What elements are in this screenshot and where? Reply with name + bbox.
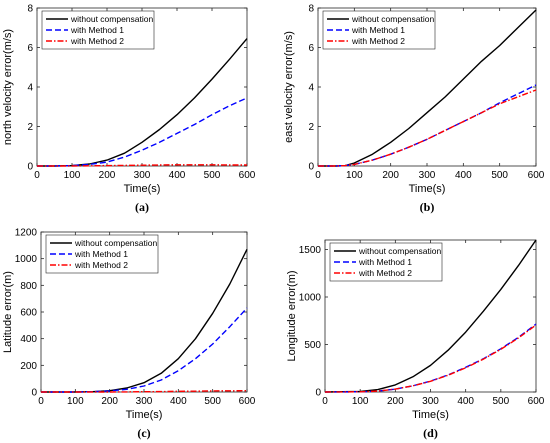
x-tick-label: 100	[64, 170, 81, 181]
y-tick-label: 8	[27, 4, 33, 15]
y-axis-label: east velocity error(m/s)	[283, 31, 295, 143]
y-tick-label: 800	[20, 281, 37, 292]
x-tick-label: 500	[204, 396, 221, 407]
panel-caption: (c)	[137, 426, 150, 440]
y-tick-label: 200	[20, 361, 37, 372]
x-tick-label: 200	[101, 396, 118, 407]
x-tick-label: 200	[387, 396, 404, 407]
panel-d: 0 100 200 300 400 500 600 0 500 1000 1500 Time(s) Lo…	[286, 239, 545, 440]
x-axis-label: Time(s)	[409, 183, 446, 195]
x-axis-label: Time(s)	[124, 183, 161, 195]
y-axis-label: Longitude error(m)	[286, 270, 298, 361]
y-tick-label: 2	[308, 122, 314, 133]
x-tick-label: 0	[315, 170, 321, 181]
x-tick-label: 400	[170, 396, 187, 407]
y-axis-label: north velocity error(m/s)	[2, 29, 14, 145]
panel-b: 0 100 200 300 400 500 600 0 2 4 6 8 Time(s) east velo…	[283, 4, 545, 215]
y-tick-label: 1000	[15, 254, 38, 265]
legend-label-2: with Method 1	[74, 249, 128, 259]
y-tick-label: 2	[27, 122, 33, 133]
panel-caption: (a)	[135, 200, 149, 214]
y-tick-label: 0	[27, 162, 33, 173]
y-tick-label: 500	[304, 340, 321, 351]
x-tick-label: 0	[322, 396, 328, 407]
x-tick-label: 300	[419, 170, 436, 181]
y-tick-label: 0	[308, 162, 314, 173]
series-line-3	[318, 89, 537, 167]
y-tick-label: 400	[20, 334, 37, 345]
x-tick-label: 200	[382, 170, 399, 181]
legend-label-2: with Method 1	[70, 25, 124, 35]
legend-label-2: with Method 1	[358, 257, 412, 267]
x-tick-label: 300	[134, 170, 151, 181]
x-tick-label: 400	[457, 396, 474, 407]
y-tick-label: 600	[20, 308, 37, 319]
x-tick-label: 300	[422, 396, 439, 407]
x-tick-label: 300	[136, 396, 153, 407]
panel-caption: (b)	[420, 200, 435, 214]
x-tick-label: 600	[528, 396, 545, 407]
x-tick-label: 500	[204, 170, 221, 181]
x-tick-label: 600	[528, 170, 545, 181]
series-line-2	[37, 97, 248, 167]
x-tick-label: 600	[239, 170, 256, 181]
y-tick-label: 4	[308, 83, 314, 94]
series-line-3	[41, 390, 248, 393]
panel-caption: (d)	[423, 426, 438, 440]
y-axis-label: Latitude error(m)	[2, 271, 14, 353]
x-tick-label: 400	[455, 170, 472, 181]
x-tick-label: 0	[38, 396, 44, 407]
y-tick-label: 8	[308, 4, 314, 15]
x-tick-label: 400	[169, 170, 186, 181]
legend-label-1: without compensation	[358, 246, 441, 256]
series-line-3	[324, 324, 537, 393]
legend-label-1: without compensation	[70, 14, 153, 24]
x-tick-label: 500	[491, 170, 508, 181]
panel-c: 0 100 200 300 400 500 600 0 200 400 600 800 1000 1200…	[2, 228, 256, 441]
y-tick-label: 0	[315, 388, 321, 399]
y-tick-label: 4	[27, 83, 33, 94]
x-axis-label: Time(s)	[126, 409, 163, 421]
legend-label-1: without compensation	[351, 14, 434, 24]
series-line-3	[37, 164, 247, 167]
legend-label-3: with Method 2	[74, 260, 128, 270]
y-tick-label: 1500	[299, 245, 322, 256]
legend-label-3: with Method 2	[351, 36, 405, 46]
x-tick-label: 100	[67, 396, 84, 407]
x-tick-label: 500	[492, 396, 509, 407]
legend-label-3: with Method 2	[70, 36, 124, 46]
x-axis-label: Time(s)	[412, 409, 449, 421]
panel-a: 0 100 200 300 400 500 600 0 2 4 6 8 Time(s) north vel…	[2, 4, 256, 215]
legend-label-2: with Method 1	[351, 25, 405, 35]
series-line-1	[324, 239, 537, 393]
y-tick-label: 1000	[299, 293, 322, 304]
x-tick-label: 200	[99, 170, 116, 181]
x-tick-label: 100	[346, 170, 363, 181]
x-tick-label: 100	[352, 396, 369, 407]
legend-label-1: without compensation	[74, 238, 157, 248]
x-tick-label: 0	[34, 170, 40, 181]
y-tick-label: 0	[31, 388, 37, 399]
y-tick-label: 1200	[15, 228, 38, 239]
x-tick-label: 600	[239, 396, 256, 407]
y-tick-label: 6	[308, 43, 314, 54]
y-tick-label: 6	[27, 43, 33, 54]
legend-label-3: with Method 2	[358, 268, 412, 278]
